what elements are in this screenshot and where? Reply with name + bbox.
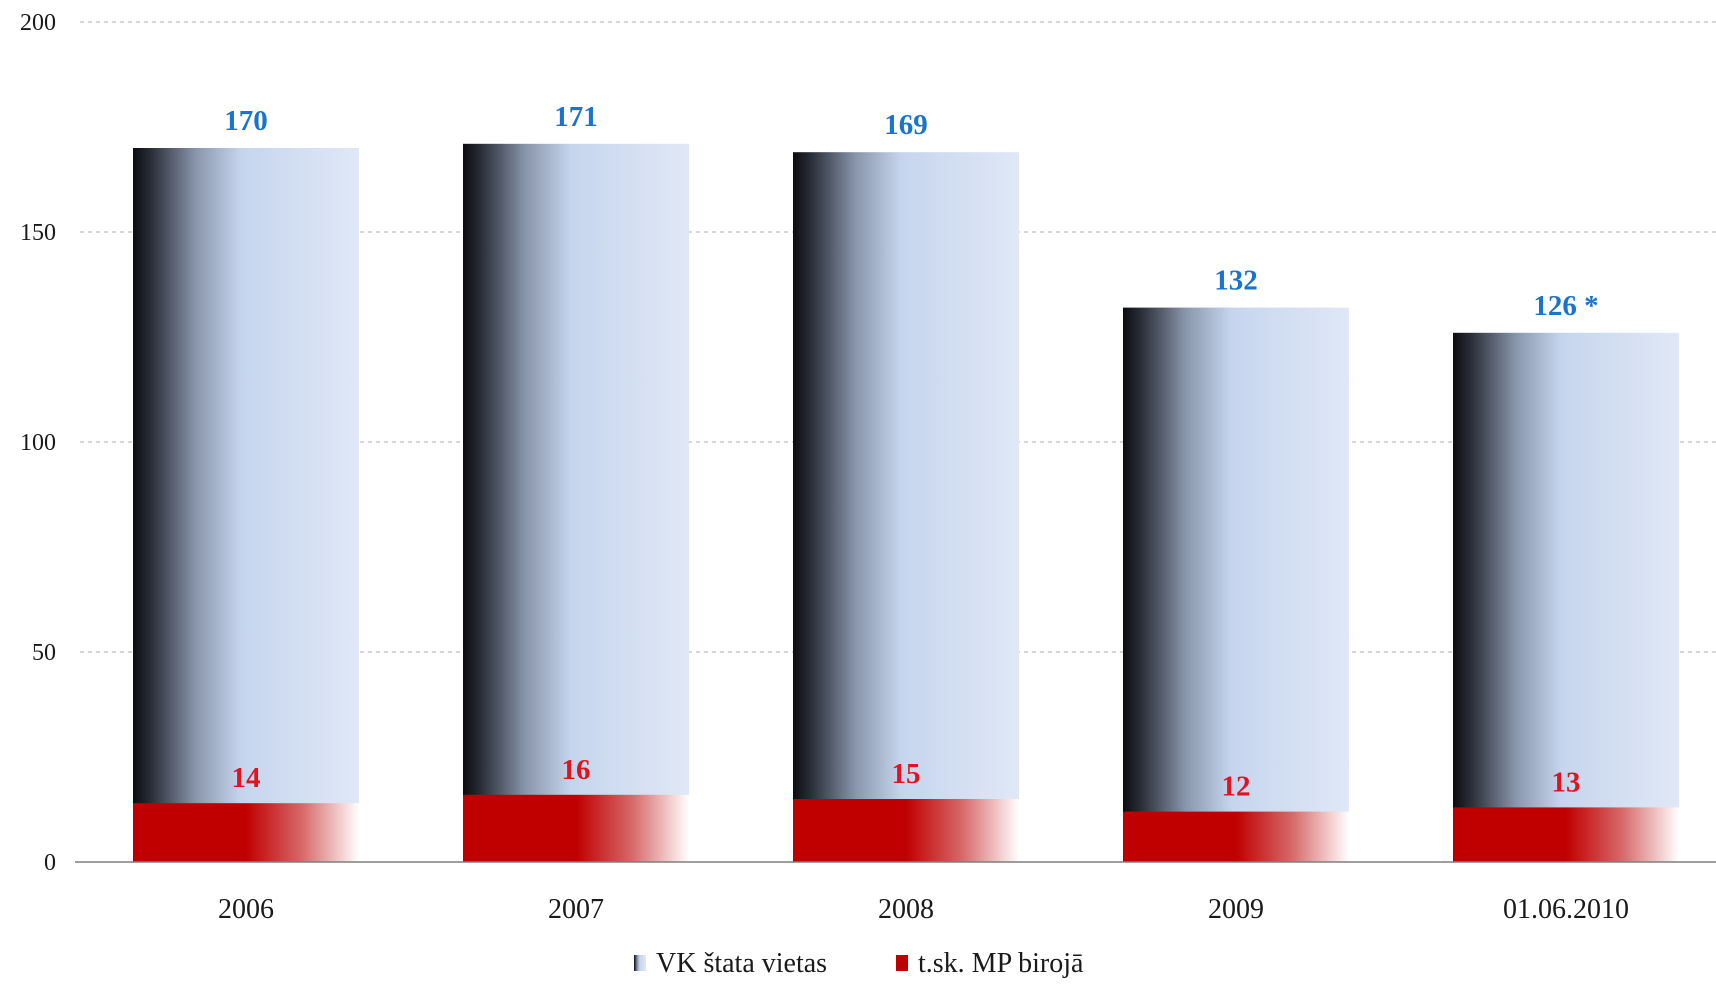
- legend-item-total: VK štata vietas: [634, 948, 827, 979]
- x-tick-label: 2009: [1208, 894, 1264, 925]
- legend: VK štata vietas t.sk. MP birojā: [634, 948, 1084, 979]
- bar-total: [793, 152, 1019, 862]
- y-axis-ticks: 0 50 100 150 200: [20, 10, 56, 876]
- data-label-sub: 12: [1222, 771, 1251, 803]
- bar-total: [463, 143, 689, 863]
- data-label-sub: 15: [892, 758, 921, 790]
- x-axis: 2006 2007 2008 2009 01.06.2010: [75, 861, 1716, 925]
- data-label-total: 126 *: [1533, 290, 1598, 322]
- data-label-total: 169: [884, 109, 928, 141]
- x-tick-label: 2008: [878, 894, 934, 925]
- y-tick-label: 200: [20, 10, 56, 36]
- y-tick-label: 150: [20, 220, 56, 246]
- x-tick-label: 2007: [548, 894, 604, 925]
- bar-sub: [1453, 807, 1679, 862]
- legend-item-sub: t.sk. MP birojā: [896, 948, 1084, 979]
- x-tick-label: 2006: [218, 894, 274, 925]
- bar-total: [1123, 307, 1349, 863]
- data-label-sub: 13: [1552, 766, 1581, 798]
- y-tick-label: 0: [44, 850, 56, 876]
- y-tick-label: 50: [32, 640, 56, 666]
- bar-total: [1453, 332, 1679, 862]
- data-labels: 170 14 171 16 169 15 132 12 126 * 13: [224, 101, 1598, 803]
- data-label-total: 171: [554, 101, 598, 133]
- bar-sub: [133, 803, 359, 862]
- bar-sub: [463, 794, 689, 862]
- legend-label: VK štata vietas: [656, 948, 827, 979]
- bars: [133, 143, 1679, 863]
- legend-label: t.sk. MP birojā: [918, 948, 1084, 979]
- data-label-sub: 16: [562, 754, 591, 786]
- legend-swatch: [634, 955, 646, 971]
- data-label-total: 132: [1214, 265, 1258, 297]
- bar-sub: [1123, 811, 1349, 862]
- y-tick-label: 100: [20, 430, 56, 456]
- data-label-sub: 14: [232, 762, 261, 794]
- bar-sub: [793, 799, 1019, 862]
- x-tick-label: 01.06.2010: [1503, 894, 1629, 925]
- data-label-total: 170: [224, 105, 268, 137]
- legend-swatch: [896, 955, 908, 971]
- bar-total: [133, 148, 359, 862]
